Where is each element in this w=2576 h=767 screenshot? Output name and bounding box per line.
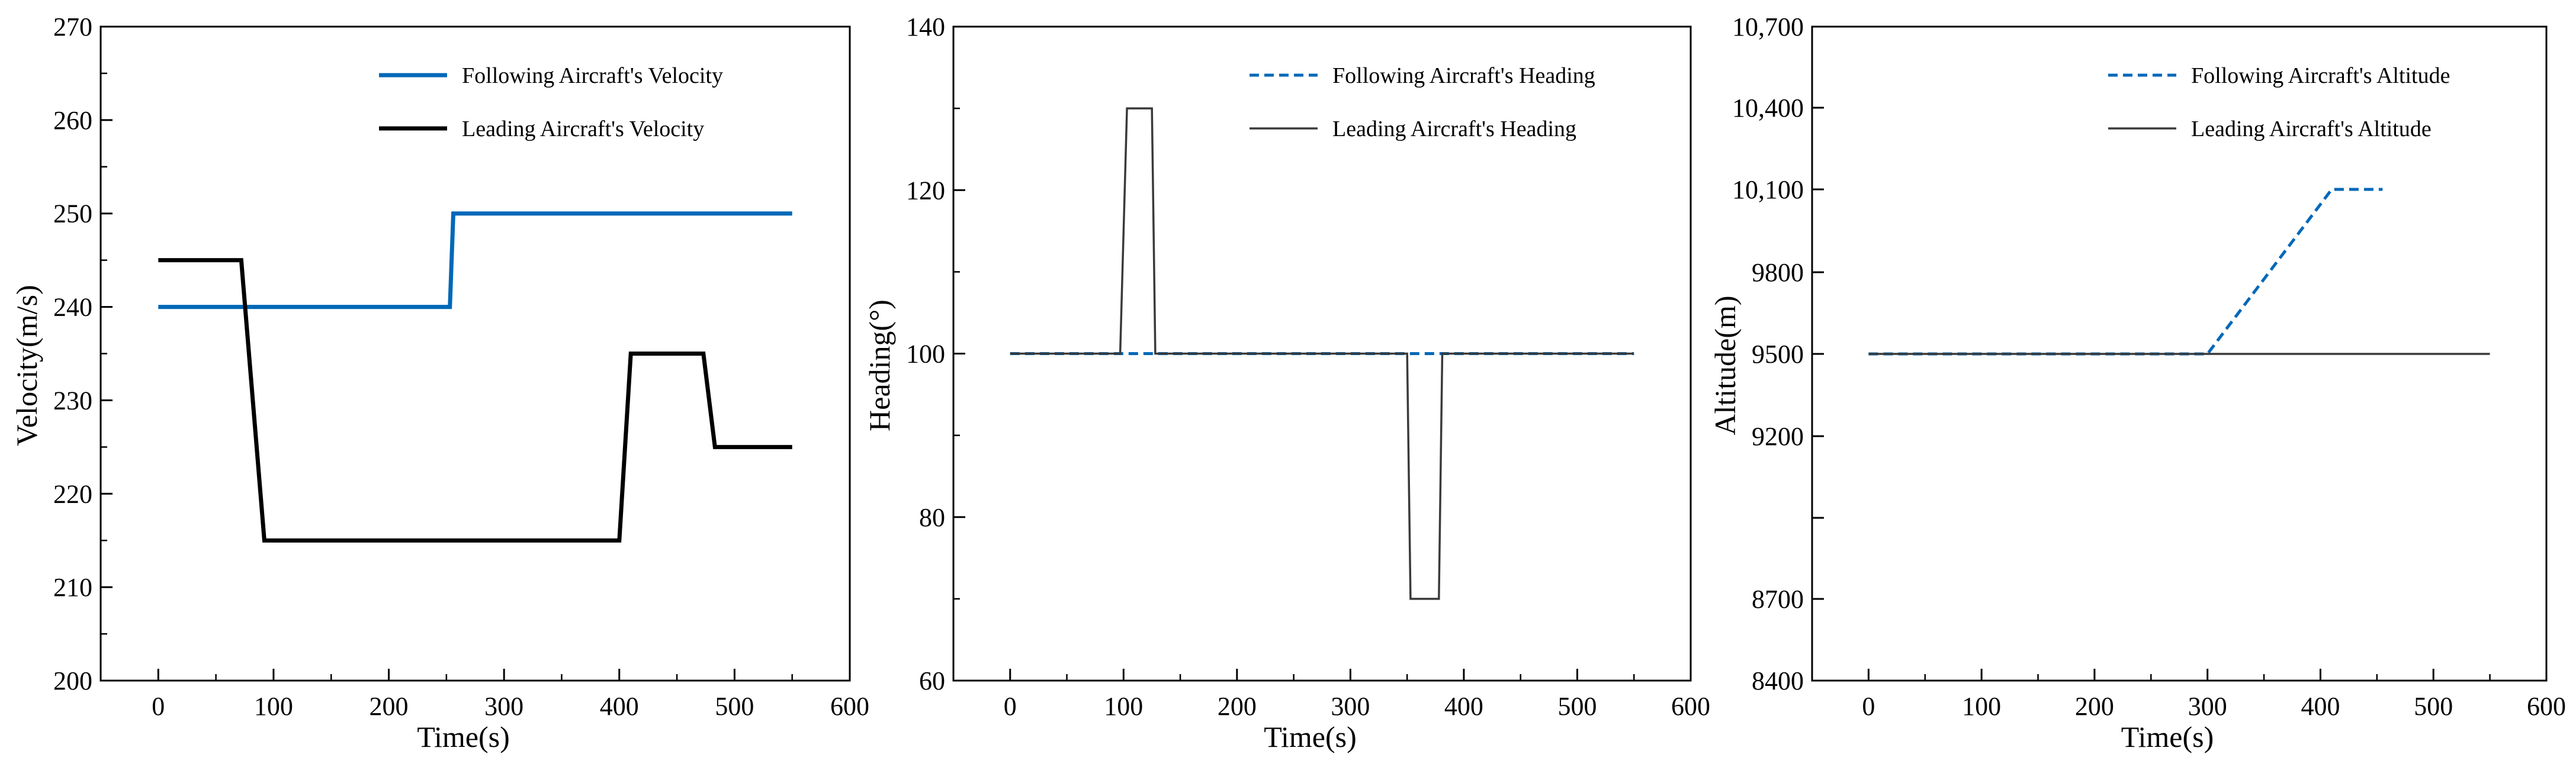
y-tick-label: 100 <box>906 340 945 369</box>
x-axis-title: Time(s) <box>417 720 510 753</box>
x-tick-label: 300 <box>484 692 523 721</box>
y-tick-label: 10,100 <box>1732 175 1804 204</box>
x-tick-label: 600 <box>2527 692 2566 721</box>
y-tick-label: 250 <box>53 199 92 228</box>
y-axis-title: Velocity(m/s) <box>10 285 43 446</box>
x-tick-label: 500 <box>1557 692 1597 721</box>
chart-altitude: 0 100 200 300 400 500 600 8400 8700 9200 9500 9800 1… <box>1708 12 2566 753</box>
y-tick-label: 60 <box>919 666 945 695</box>
x-tick-label: 300 <box>2188 692 2227 721</box>
y-tick-label: 9500 <box>1752 340 1804 369</box>
x-tick-label: 0 <box>1862 692 1875 721</box>
y-tick-label: 8400 <box>1752 666 1804 695</box>
y-tick-label: 10,700 <box>1732 12 1804 41</box>
x-tick-label: 600 <box>1671 692 1710 721</box>
y-axis-title: Heading(°) <box>863 299 896 431</box>
y-axis-title: Altitude(m) <box>1708 295 1742 435</box>
y-tick-label: 8700 <box>1752 585 1804 614</box>
x-axis-title: Time(s) <box>2121 720 2214 753</box>
x-tick-label: 200 <box>370 692 409 721</box>
y-tick-label: 220 <box>53 479 92 508</box>
chart-velocity: 0 100 200 300 400 500 600 200 210 220 230 240 250 260… <box>10 12 869 753</box>
series-line-following <box>1868 188 2383 356</box>
y-tick-label: 9200 <box>1752 422 1804 451</box>
y-tick-label: 270 <box>53 12 92 41</box>
legend-label-leading: Leading Aircraft's Velocity <box>462 117 704 141</box>
x-tick-label: 500 <box>715 692 754 721</box>
series-line-leading <box>1010 107 1634 600</box>
x-axis-title: Time(s) <box>1264 720 1357 753</box>
x-tick-label: 0 <box>1004 692 1017 721</box>
legend-label-following: Following Aircraft's Velocity <box>462 63 723 88</box>
y-tick-label: 260 <box>53 106 92 135</box>
y-tick-label: 230 <box>53 386 92 415</box>
x-tick-label: 0 <box>152 692 165 721</box>
legend-label-following: Following Aircraft's Heading <box>1332 63 1595 88</box>
x-tick-label: 300 <box>1331 692 1370 721</box>
series-line-following <box>158 211 792 310</box>
y-tick-label: 240 <box>53 293 92 322</box>
x-tick-label: 400 <box>2301 692 2340 721</box>
chart-heading: 0 100 200 300 400 500 600 60 80 100 120 140 Time(s) H… <box>863 12 1710 753</box>
x-tick-label: 400 <box>600 692 639 721</box>
x-tick-label: 100 <box>1104 692 1143 721</box>
legend-label-following: Following Aircraft's Altitude <box>2191 63 2450 88</box>
x-tick-label: 600 <box>830 692 869 721</box>
legend-label-leading: Leading Aircraft's Heading <box>1332 117 1576 141</box>
x-tick-label: 500 <box>2414 692 2453 721</box>
series-line-leading <box>158 258 792 543</box>
x-tick-label: 100 <box>1962 692 2001 721</box>
y-tick-label: 210 <box>53 573 92 602</box>
x-tick-label: 200 <box>2075 692 2114 721</box>
y-tick-label: 80 <box>919 503 945 532</box>
x-tick-label: 200 <box>1218 692 1257 721</box>
x-tick-label: 400 <box>1444 692 1483 721</box>
x-tick-label: 100 <box>254 692 293 721</box>
y-tick-label: 120 <box>906 176 945 205</box>
y-tick-label: 200 <box>53 666 92 695</box>
legend-label-leading: Leading Aircraft's Altitude <box>2191 117 2432 141</box>
y-tick-label: 10,400 <box>1732 94 1804 123</box>
y-tick-label: 140 <box>906 12 945 41</box>
y-tick-label: 9800 <box>1752 258 1804 287</box>
